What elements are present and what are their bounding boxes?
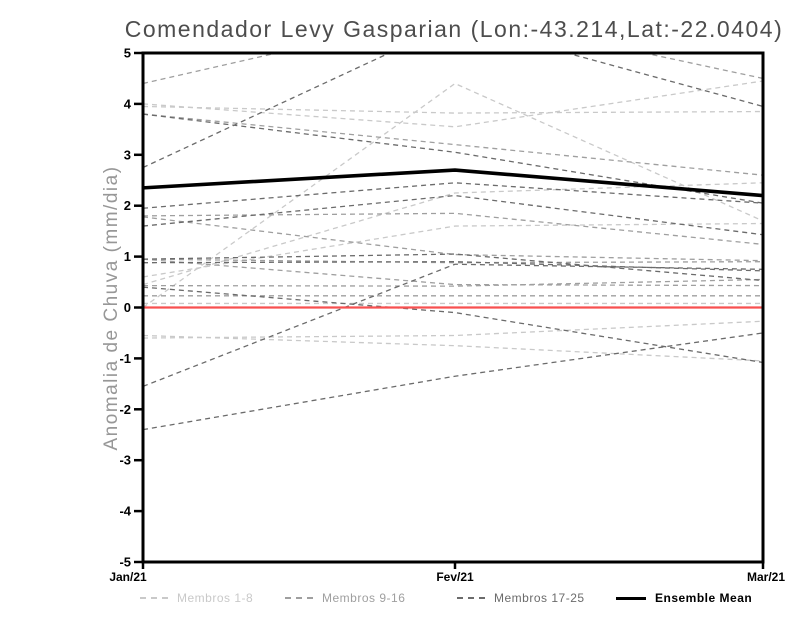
x-tick-label: Mar/21 <box>747 570 785 584</box>
y-tick-label: -3 <box>119 453 131 468</box>
member-line <box>142 286 764 364</box>
legend-label: Membros 17-25 <box>494 591 585 605</box>
y-tick-label: 3 <box>124 147 131 162</box>
chart-legend: Membros 1-8 Membros 9-16 Membros 17-25 E… <box>0 589 800 609</box>
member-line <box>142 332 764 431</box>
legend-item-membros-1-8: Membros 1-8 <box>140 589 253 607</box>
legend-item-ensemble-mean: Ensemble Mean <box>616 589 752 607</box>
chart-title: Comendador Levy Gasparian (Lon:-43.214,L… <box>124 16 784 42</box>
y-tick-label: 4 <box>124 96 132 111</box>
member-line <box>142 278 764 287</box>
y-tick-label: 1 <box>124 249 131 264</box>
legend-label: Ensemble Mean <box>655 591 753 605</box>
y-axis-ticks: 5 4 3 2 1 0 -1 -2 -3 -4 -5 <box>119 46 143 570</box>
member-line <box>142 320 764 339</box>
dashed-line-swatch <box>457 597 485 599</box>
x-tick-label: Jan/21 <box>109 570 147 584</box>
y-tick-label: -2 <box>119 402 131 417</box>
member-line <box>142 52 764 85</box>
dashed-line-swatch <box>140 597 168 599</box>
y-tick-label: 5 <box>124 46 131 61</box>
y-tick-label: -4 <box>119 504 131 519</box>
member-lines <box>142 52 764 431</box>
member-line <box>142 212 764 246</box>
ensemble-mean-line <box>142 168 764 198</box>
member-line <box>142 82 764 309</box>
member-line <box>142 52 764 169</box>
y-tick-label: 0 <box>124 300 131 315</box>
legend-label: Membros 1-8 <box>177 591 254 605</box>
member-line <box>142 80 764 128</box>
legend-label: Membros 9-16 <box>322 591 406 605</box>
y-tick-label: -5 <box>119 555 131 570</box>
x-axis-ticks: Jan/21 Fev/21 Mar/21 <box>109 562 785 584</box>
y-tick-label: 2 <box>124 198 131 213</box>
dashed-line-swatch <box>285 597 313 599</box>
solid-line-swatch <box>616 596 646 600</box>
x-tick-label: Fev/21 <box>436 570 474 584</box>
y-tick-label: -1 <box>119 351 131 366</box>
member-line <box>142 105 764 114</box>
member-line <box>142 222 764 278</box>
legend-item-membros-17-25: Membros 17-25 <box>457 589 585 607</box>
member-line <box>142 113 764 204</box>
member-line <box>142 334 764 362</box>
member-line <box>142 263 764 388</box>
member-line <box>142 182 764 286</box>
member-line <box>142 258 764 264</box>
member-line <box>142 113 764 176</box>
legend-item-membros-9-16: Membros 9-16 <box>285 589 405 607</box>
